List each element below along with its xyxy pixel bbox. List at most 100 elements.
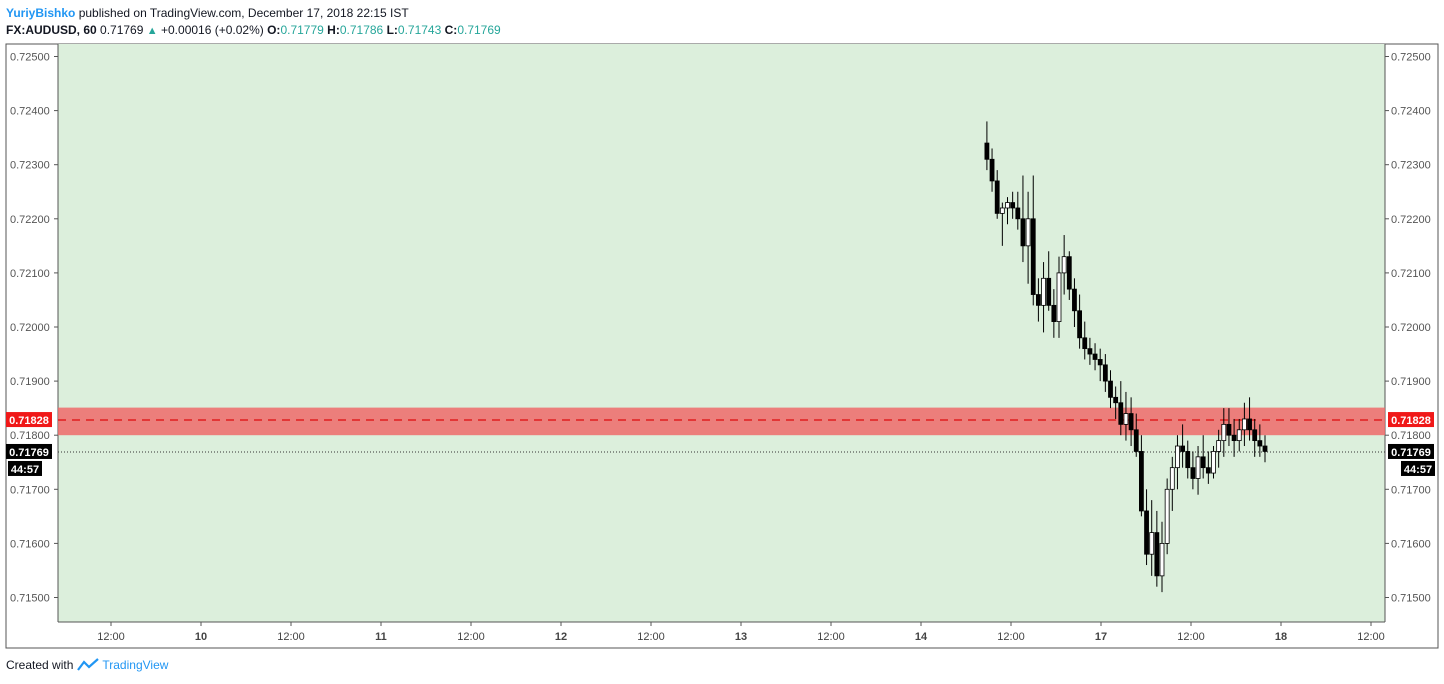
- y-tick-label-left: 0.72100: [10, 268, 50, 280]
- x-tick-label: 10: [195, 631, 207, 643]
- last-price-label-right: 0.71769: [1391, 447, 1431, 459]
- candle: [999, 202, 1005, 246]
- candle-body-down: [1231, 434, 1237, 442]
- candle: [1082, 321, 1088, 360]
- candle: [1041, 262, 1046, 333]
- candle: [1025, 191, 1031, 284]
- change-value: +0.00016 (+0.02%): [161, 23, 264, 37]
- candle: [1205, 451, 1211, 484]
- y-tick-label-left: 0.71600: [10, 538, 50, 550]
- y-tick-label-right: 0.71900: [1391, 376, 1431, 388]
- candle: [1247, 397, 1252, 441]
- candle: [1051, 289, 1057, 338]
- candle: [1030, 175, 1036, 306]
- low-label: L:: [386, 23, 398, 37]
- x-tick-label: 14: [915, 631, 928, 643]
- candle-body-down: [1133, 429, 1139, 452]
- candle-body-down: [1010, 202, 1016, 209]
- candle: [1169, 456, 1175, 511]
- candle-body-down: [1262, 445, 1268, 452]
- symbol-label[interactable]: FX:AUDUSD, 60: [6, 23, 97, 37]
- candle-body-down: [1102, 364, 1108, 382]
- candle: [1195, 446, 1201, 495]
- candle-body-down: [1144, 510, 1149, 555]
- candle: [1066, 251, 1072, 300]
- y-tick-label-right: 0.71500: [1391, 593, 1431, 605]
- candle-body-down: [1072, 288, 1077, 312]
- up-arrow-icon: ▲: [146, 25, 158, 37]
- candle: [1118, 381, 1124, 436]
- y-tick-label-left: 0.72500: [10, 52, 50, 64]
- x-tick-label: 18: [1275, 631, 1287, 643]
- candle: [1236, 418, 1242, 452]
- candle: [1252, 418, 1258, 457]
- plot-background: [58, 44, 1385, 622]
- x-tick-label: 17: [1095, 631, 1107, 643]
- candle: [1216, 429, 1222, 468]
- candle: [1200, 435, 1206, 479]
- footer: Created with TradingView: [6, 657, 168, 673]
- y-tick-label-left: 0.72200: [10, 214, 50, 226]
- candle-body-down: [1190, 467, 1196, 479]
- zone-price-label-right-box: [1388, 412, 1434, 428]
- countdown-label-left: 44:57: [11, 464, 39, 476]
- candle-body-down: [1180, 445, 1185, 452]
- candle: [1113, 386, 1119, 419]
- candle: [1242, 402, 1247, 447]
- tradingview-logo-icon: [77, 658, 100, 671]
- y-tick-label-right: 0.72500: [1391, 52, 1431, 64]
- high-value: 0.71786: [339, 23, 384, 37]
- candle: [1133, 413, 1139, 457]
- candle-body-down: [1113, 396, 1119, 404]
- candle-body-down: [1097, 359, 1103, 366]
- candle: [1061, 235, 1067, 295]
- ohlc-legend: FX:AUDUSD, 60 0.71769 ▲ +0.00016 (+0.02%…: [6, 22, 501, 39]
- candle: [1056, 256, 1062, 338]
- candle-body-down: [1030, 218, 1036, 295]
- candle-body-down: [1257, 440, 1263, 447]
- candle: [1262, 435, 1268, 463]
- candle-body-down: [984, 142, 990, 160]
- candle-body-up: [1041, 277, 1046, 306]
- candle: [1159, 521, 1165, 593]
- candle-body-down: [1226, 423, 1232, 436]
- candle-body-up: [1164, 488, 1170, 544]
- candle-body-down: [1154, 532, 1160, 577]
- countdown-label-right-box: [1401, 460, 1435, 476]
- candle: [1097, 348, 1103, 382]
- last-price: 0.71769: [100, 23, 144, 37]
- candle-body-up: [1236, 429, 1242, 442]
- tradingview-brand-link[interactable]: TradingView: [102, 658, 169, 672]
- candle-body-up: [1061, 256, 1067, 274]
- candle: [994, 170, 1000, 219]
- candle-body-up: [1221, 423, 1227, 442]
- candle-body-down: [989, 158, 995, 182]
- candle: [1020, 175, 1026, 263]
- author-link[interactable]: YuriyBishko: [6, 6, 76, 20]
- countdown-label-right: 44:57: [1404, 464, 1432, 476]
- candle: [1108, 370, 1113, 409]
- candle-body-down: [1252, 429, 1258, 442]
- y-tick-label-left: 0.71500: [10, 593, 50, 605]
- candle: [1221, 408, 1227, 457]
- candle: [1257, 424, 1263, 457]
- candle-body-down: [1015, 207, 1021, 220]
- zone-price-label-right: 0.71828: [1391, 415, 1431, 427]
- close-label: C:: [444, 23, 458, 37]
- candle: [1092, 343, 1098, 371]
- candle-body-down: [1118, 402, 1124, 425]
- y-tick-label-right: 0.71700: [1391, 484, 1431, 496]
- candle: [1128, 397, 1134, 447]
- last-price-label-right-box: [1388, 443, 1434, 459]
- candle: [1190, 451, 1196, 490]
- candle: [1175, 435, 1180, 490]
- candle: [989, 148, 995, 192]
- candle-body-up: [1175, 445, 1180, 469]
- low-value: 0.71743: [397, 23, 442, 37]
- y-tick-label-left: 0.72300: [10, 160, 50, 172]
- candle-body-down: [1247, 418, 1252, 431]
- candle: [1211, 446, 1216, 479]
- candle: [1072, 278, 1077, 327]
- candle: [1087, 337, 1093, 365]
